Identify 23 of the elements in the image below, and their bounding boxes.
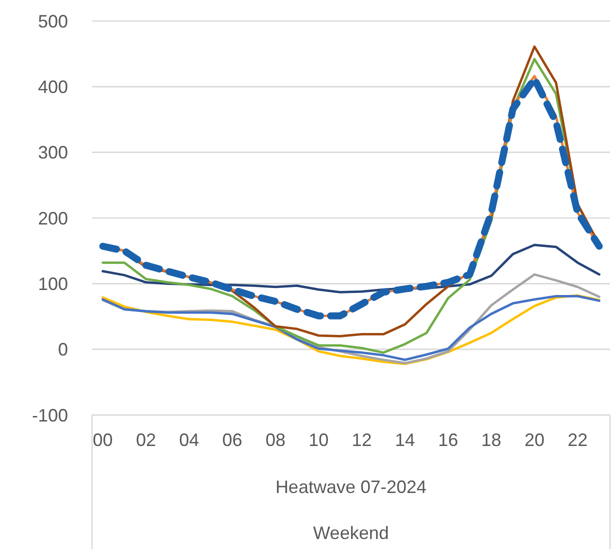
x-tick-label: 10 (308, 430, 329, 450)
line-series (102, 244, 600, 294)
y-tick-label: -100 (32, 405, 68, 426)
text: Weekend (313, 523, 389, 543)
x-tick-label: 00 (92, 430, 113, 450)
y-tick-label: 500 (38, 11, 68, 32)
x-tick-label: 20 (524, 430, 544, 450)
line-series (102, 273, 600, 364)
x-tick-label: 02 (136, 430, 156, 450)
x-tick-label: 22 (568, 430, 588, 450)
y-tick-label: 200 (38, 208, 68, 228)
y-tick-label: 300 (38, 142, 68, 163)
y-tick-label: 100 (38, 274, 68, 294)
x-tick-label: 16 (438, 430, 458, 450)
x-tick-label: 06 (222, 430, 242, 450)
x-tick-label: 12 (352, 430, 372, 450)
y-tick-label: 0 (58, 340, 68, 360)
x-axis-title: Heatwave 07-2024 (275, 477, 427, 497)
x-tick-label: 04 (179, 430, 200, 450)
x-tick-label: 14 (394, 430, 415, 450)
y-tick-label: 400 (38, 76, 68, 97)
x-tick-label: 08 (265, 430, 286, 450)
x-tick-label: 18 (481, 430, 502, 450)
